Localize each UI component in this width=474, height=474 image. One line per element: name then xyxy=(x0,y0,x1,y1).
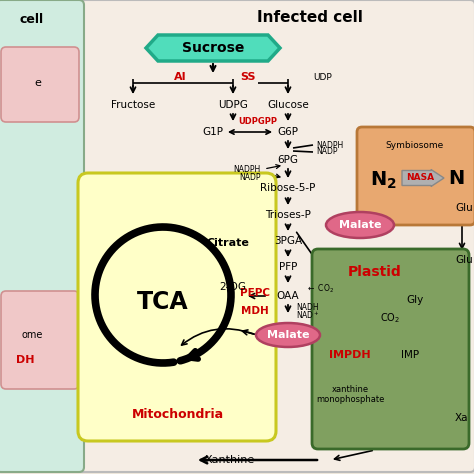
Text: Plastid: Plastid xyxy=(348,265,402,279)
Text: NADP: NADP xyxy=(316,147,337,156)
FancyBboxPatch shape xyxy=(0,0,84,472)
Text: monophosphate: monophosphate xyxy=(316,394,384,403)
Text: Glucose: Glucose xyxy=(267,100,309,110)
Text: Malate: Malate xyxy=(267,330,309,340)
Text: MDH: MDH xyxy=(241,306,269,316)
Text: NADPH: NADPH xyxy=(234,165,261,174)
Text: NADP: NADP xyxy=(239,173,261,182)
Text: UDP: UDP xyxy=(313,73,332,82)
Text: CO$_2$: CO$_2$ xyxy=(380,311,400,325)
Text: NADH: NADH xyxy=(296,303,319,312)
Text: cell: cell xyxy=(20,12,44,26)
Text: NAD$^+$: NAD$^+$ xyxy=(296,309,320,321)
Text: Sucrose: Sucrose xyxy=(182,41,244,55)
Text: TCA: TCA xyxy=(137,290,189,314)
Text: Ribose-5-P: Ribose-5-P xyxy=(260,183,316,193)
Polygon shape xyxy=(146,35,280,61)
Text: PEPC: PEPC xyxy=(240,288,270,298)
Text: Trioses-P: Trioses-P xyxy=(265,210,311,220)
Text: $\leftarrow$ CO$_2$: $\leftarrow$ CO$_2$ xyxy=(306,283,334,295)
Text: UDPGPP: UDPGPP xyxy=(238,117,277,126)
Text: 3PGA: 3PGA xyxy=(274,236,302,246)
Text: Glu: Glu xyxy=(455,203,473,213)
Text: Mitochondria: Mitochondria xyxy=(132,408,224,420)
Text: SS: SS xyxy=(240,72,256,82)
Text: PFP: PFP xyxy=(279,262,297,272)
Text: DH: DH xyxy=(16,355,34,365)
Text: Glu: Glu xyxy=(455,255,473,265)
Text: e: e xyxy=(35,78,41,88)
Text: G6P: G6P xyxy=(277,127,299,137)
Text: Symbiosome: Symbiosome xyxy=(386,140,444,149)
Text: 2-OG: 2-OG xyxy=(219,282,246,292)
FancyBboxPatch shape xyxy=(75,0,474,472)
Text: Fructose: Fructose xyxy=(111,100,155,110)
Text: $\mathbf{N}$: $\mathbf{N}$ xyxy=(448,168,464,188)
Text: 6PG: 6PG xyxy=(277,155,299,165)
Text: NASA: NASA xyxy=(406,173,434,182)
Text: NADPH: NADPH xyxy=(316,140,343,149)
FancyArrow shape xyxy=(402,170,444,186)
FancyBboxPatch shape xyxy=(1,291,79,389)
Text: Gly: Gly xyxy=(406,295,424,305)
FancyBboxPatch shape xyxy=(312,249,469,449)
FancyBboxPatch shape xyxy=(78,173,276,441)
Text: Xa: Xa xyxy=(455,413,468,423)
Text: Xanthine: Xanthine xyxy=(205,455,255,465)
Text: ome: ome xyxy=(21,330,43,340)
Text: $\mathbf{N_2}$: $\mathbf{N_2}$ xyxy=(370,169,396,191)
Text: Infected cell: Infected cell xyxy=(257,9,363,25)
FancyBboxPatch shape xyxy=(1,47,79,122)
Text: G1P: G1P xyxy=(202,127,224,137)
Text: IMPDH: IMPDH xyxy=(329,350,371,360)
Ellipse shape xyxy=(256,323,320,347)
Text: IMP: IMP xyxy=(401,350,419,360)
Text: xanthine: xanthine xyxy=(331,385,369,394)
Ellipse shape xyxy=(326,212,394,238)
Text: UDPG: UDPG xyxy=(218,100,248,110)
Text: OAA: OAA xyxy=(277,291,299,301)
Text: Malate: Malate xyxy=(339,220,381,230)
FancyBboxPatch shape xyxy=(357,127,474,225)
Text: AI: AI xyxy=(173,72,186,82)
Text: Citrate: Citrate xyxy=(207,238,249,248)
